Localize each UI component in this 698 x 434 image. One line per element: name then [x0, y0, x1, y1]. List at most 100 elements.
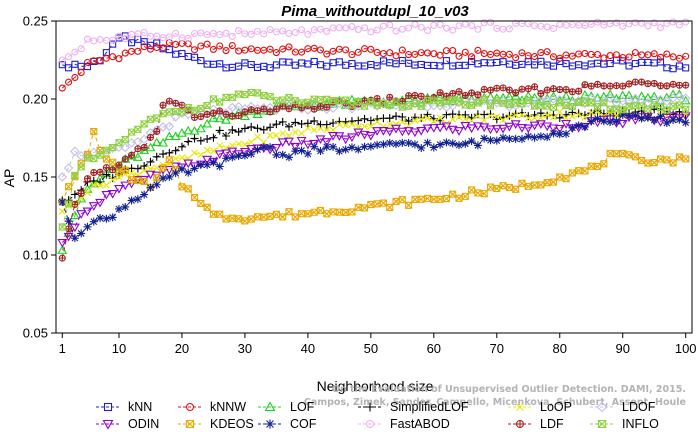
- data-point: [593, 114, 602, 123]
- data-point: [548, 94, 559, 104]
- data-point: [480, 190, 488, 198]
- data-point: [284, 137, 294, 147]
- data-point: [435, 123, 446, 133]
- legend-label: kNNW: [210, 400, 246, 414]
- data-point: [65, 78, 73, 86]
- data-point: [442, 195, 450, 203]
- data-point: [517, 100, 527, 108]
- data-point: [474, 91, 482, 99]
- data-point: [328, 131, 339, 141]
- data-point: [404, 139, 413, 148]
- data-point: [203, 40, 211, 48]
- data-point: [537, 114, 545, 122]
- data-point: [316, 147, 325, 156]
- data-point: [360, 142, 369, 151]
- data-point: [529, 121, 540, 131]
- x-tick-label: 10: [112, 341, 126, 356]
- data-point: [518, 179, 526, 187]
- data-point: [486, 86, 495, 94]
- data-point: [222, 29, 230, 37]
- data-point: [543, 133, 552, 142]
- data-point: [512, 54, 520, 62]
- data-point: [109, 158, 117, 166]
- data-point: [234, 90, 243, 98]
- data-point: [152, 180, 161, 189]
- data-point: [361, 204, 369, 212]
- data-point: [505, 111, 514, 120]
- data-point: [272, 49, 280, 57]
- data-point: [663, 82, 671, 90]
- data-point: [290, 142, 301, 152]
- data-point: [115, 173, 123, 181]
- data-point: [298, 130, 305, 137]
- data-point: [593, 18, 602, 26]
- watermark: On the Evaluation of Unsupervised Outlie…: [304, 384, 686, 408]
- data-point: [121, 155, 129, 163]
- data-point: [606, 82, 614, 90]
- data-point: [612, 19, 620, 27]
- data-point: [120, 135, 130, 144]
- data-point: [354, 116, 363, 125]
- data-point: [568, 123, 577, 132]
- data-point: [499, 84, 507, 92]
- data-point: [568, 52, 576, 60]
- data-point: [498, 96, 508, 106]
- data-point: [449, 190, 457, 198]
- data-point: [435, 92, 446, 102]
- data-point: [549, 24, 558, 33]
- data-point: [58, 197, 67, 206]
- data-point: [216, 107, 224, 115]
- data-point: [359, 130, 370, 140]
- data-point: [675, 115, 684, 124]
- data-point: [266, 212, 274, 220]
- data-point: [347, 143, 356, 152]
- data-point: [535, 120, 546, 129]
- data-point: [373, 95, 381, 103]
- data-point: [505, 113, 513, 120]
- data-point: [537, 181, 545, 189]
- data-point: [146, 157, 155, 166]
- data-point: [491, 125, 502, 134]
- data-point: [341, 145, 350, 154]
- data-point: [83, 222, 92, 231]
- data-point: [682, 155, 690, 163]
- data-point: [625, 53, 633, 61]
- data-point: [222, 132, 231, 141]
- data-point: [511, 134, 520, 143]
- data-point: [637, 114, 646, 123]
- data-point: [417, 92, 425, 100]
- data-point: [638, 51, 646, 59]
- legend-item-kdeos: KDEOS: [178, 417, 254, 431]
- data-point: [303, 149, 312, 158]
- data-point: [531, 61, 539, 69]
- data-point: [373, 118, 381, 126]
- data-point: [468, 89, 476, 97]
- data-point: [227, 93, 237, 101]
- data-point: [663, 19, 671, 27]
- legend-marker: [516, 403, 524, 411]
- data-point: [543, 48, 551, 56]
- data-point: [416, 102, 426, 110]
- data-point: [152, 152, 161, 161]
- series-kdeos: [58, 128, 690, 225]
- data-point: [340, 135, 351, 145]
- x-tick-label: 40: [301, 341, 315, 356]
- data-point: [436, 195, 444, 203]
- data-point: [360, 114, 369, 123]
- data-point: [178, 183, 186, 191]
- data-point: [304, 30, 312, 38]
- legend-item-knnw: kNNW: [178, 400, 246, 414]
- data-point: [505, 100, 514, 109]
- data-point: [202, 118, 213, 128]
- data-point: [146, 183, 155, 192]
- data-point: [240, 151, 249, 160]
- data-point: [618, 106, 628, 114]
- data-point: [90, 169, 98, 177]
- data-point: [448, 139, 457, 148]
- data-point: [272, 120, 281, 129]
- data-point: [178, 101, 186, 109]
- data-point: [455, 194, 463, 202]
- data-point: [593, 80, 602, 88]
- data-point: [95, 151, 105, 159]
- data-point: [128, 169, 135, 177]
